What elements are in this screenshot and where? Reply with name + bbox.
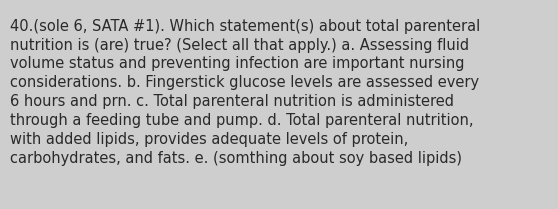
Text: 40.(sole 6, SATA #1). Which statement(s) about total parenteral
nutrition is (ar: 40.(sole 6, SATA #1). Which statement(s)… bbox=[10, 19, 480, 166]
